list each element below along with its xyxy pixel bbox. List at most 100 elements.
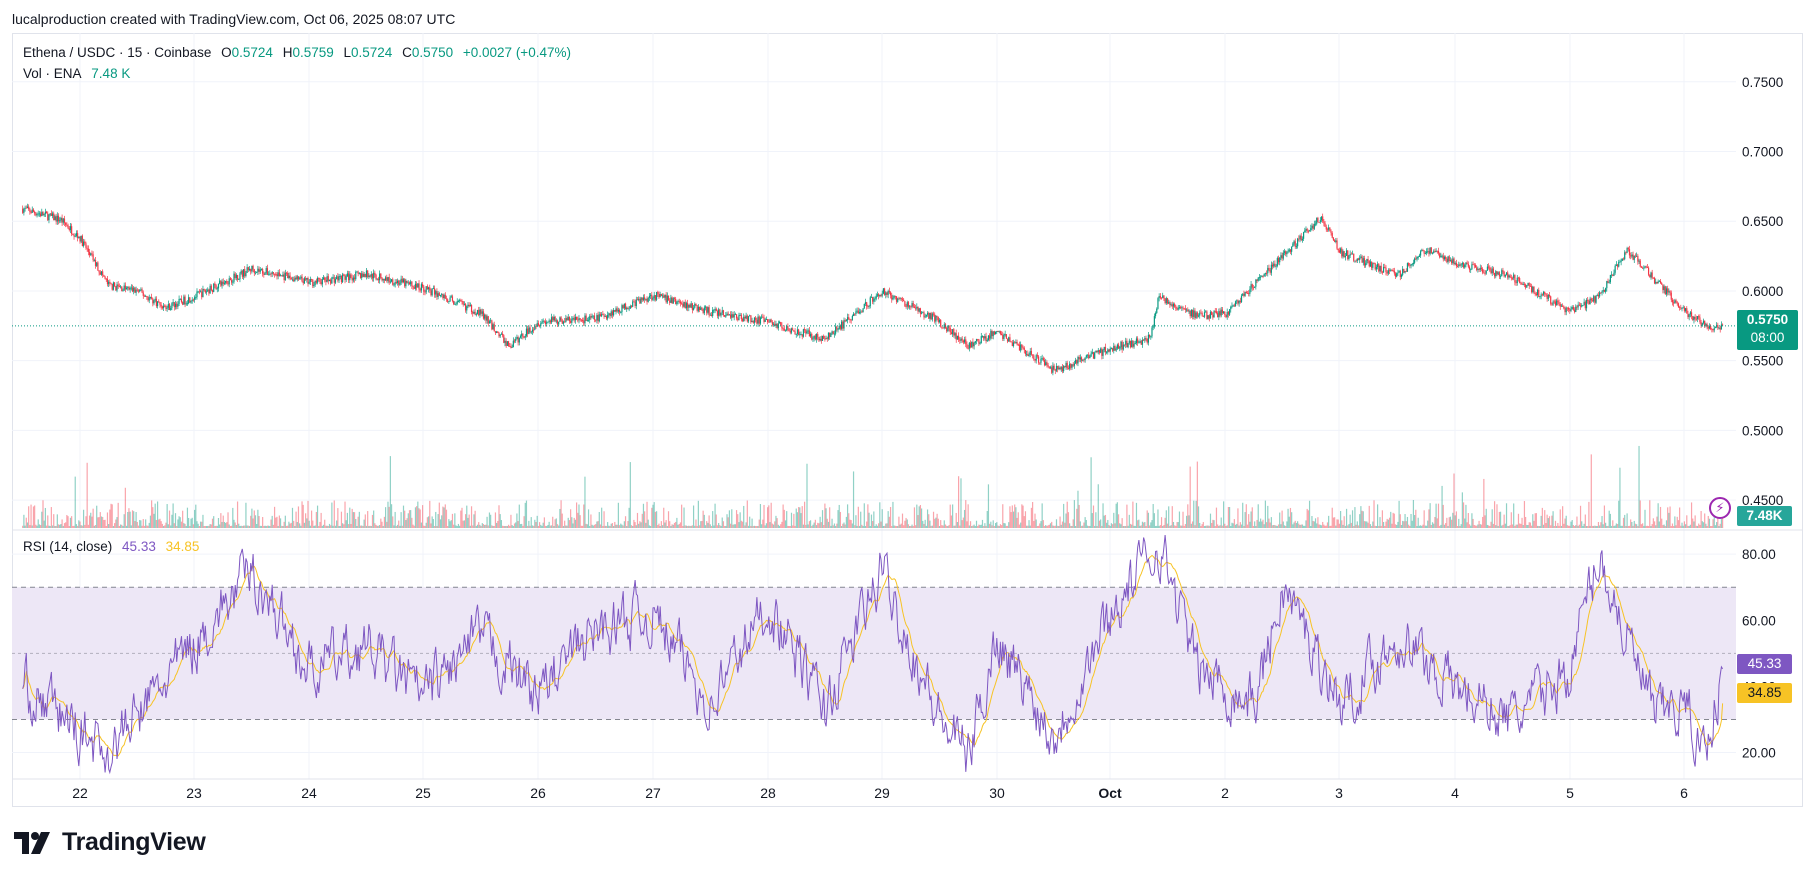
- candle-body: [1220, 309, 1222, 316]
- candle-body: [1499, 276, 1502, 278]
- volume-bar: [318, 525, 320, 528]
- candle-body: [1114, 346, 1116, 351]
- volume-label[interactable]: Vol · ENA: [23, 66, 82, 81]
- volume-bar: [217, 518, 220, 528]
- candle-body: [1319, 220, 1321, 223]
- candle-body: [1004, 334, 1006, 335]
- volume-bar: [1609, 513, 1611, 528]
- candle-body: [136, 289, 138, 291]
- candle-body: [641, 297, 643, 301]
- candle-body: [1276, 258, 1278, 266]
- candle-body: [881, 293, 883, 296]
- volume-bar: [77, 525, 79, 528]
- candle-body: [63, 218, 66, 223]
- candle-body: [1382, 266, 1385, 273]
- volume-bar: [529, 525, 531, 528]
- candle-body: [153, 300, 155, 304]
- volume-bar: [1135, 502, 1138, 528]
- volume-bar: [912, 525, 914, 528]
- volume-bar: [1404, 514, 1406, 528]
- volume-bar: [479, 524, 481, 528]
- rsi-label[interactable]: RSI (14, close): [23, 539, 113, 554]
- volume-bar: [1039, 523, 1041, 528]
- volume-bar: [583, 504, 585, 528]
- candle-body: [660, 293, 662, 297]
- candle-body: [506, 341, 508, 346]
- volume-bar: [1202, 522, 1204, 528]
- tradingview-brand[interactable]: TradingView: [14, 828, 206, 857]
- volume-bar: [866, 521, 868, 528]
- symbol-label[interactable]: Ethena / USDC · 15 · Coinbase: [23, 45, 212, 60]
- candle-body: [382, 278, 384, 281]
- candle-body: [913, 306, 916, 308]
- candle-body: [886, 292, 888, 295]
- candle-body: [899, 297, 901, 299]
- volume-bar: [1084, 517, 1086, 528]
- candle-body: [176, 303, 178, 307]
- candle-body: [1583, 301, 1585, 306]
- candle-body: [1474, 265, 1477, 268]
- candle-body: [1212, 314, 1214, 318]
- volume-bar: [1616, 523, 1619, 528]
- volume-bar: [892, 501, 894, 528]
- volume-bar: [1079, 521, 1081, 528]
- volume-bar: [733, 524, 735, 528]
- volume-bar: [1230, 525, 1232, 528]
- candle-body: [1551, 303, 1553, 305]
- candle-body: [763, 317, 765, 322]
- candle-body: [1441, 255, 1443, 257]
- candle-body: [756, 319, 758, 324]
- candle-body: [374, 272, 376, 275]
- candle-body: [928, 312, 930, 319]
- candle-body: [236, 275, 239, 280]
- volume-bar: [453, 524, 455, 528]
- candle-body: [1466, 262, 1468, 264]
- candle-body: [497, 331, 499, 333]
- candle-body: [1218, 311, 1220, 318]
- candle-body: [1232, 305, 1234, 307]
- candle-body: [1026, 353, 1028, 355]
- candle-body: [184, 296, 186, 305]
- volume-bar: [1624, 514, 1626, 528]
- candle-body: [247, 267, 249, 271]
- lightning-icon[interactable]: ⚡: [1709, 497, 1731, 519]
- volume-bar: [1581, 521, 1583, 528]
- change-value: +0.0027 (+0.47%): [462, 45, 571, 60]
- candle-body: [874, 298, 876, 300]
- candle-body: [1446, 258, 1448, 263]
- volume-bar: [769, 522, 771, 528]
- price-tick-label: 0.4500: [1742, 493, 1783, 508]
- candle-body: [716, 311, 719, 316]
- candle-body: [515, 338, 517, 342]
- candle-body: [875, 295, 877, 299]
- volume-bar: [819, 516, 821, 528]
- volume-bar: [1435, 503, 1437, 528]
- candle-body: [1693, 316, 1695, 321]
- volume-bar: [392, 516, 394, 528]
- volume-bar: [1117, 514, 1120, 528]
- candle-body: [492, 324, 494, 330]
- volume-bar: [553, 525, 555, 528]
- volume-bar: [567, 517, 569, 528]
- candle-body: [827, 332, 830, 339]
- volume-bar: [573, 517, 575, 528]
- candle-body: [324, 277, 326, 281]
- volume-bar: [869, 525, 871, 528]
- volume-bar: [380, 518, 382, 528]
- candle-body: [1508, 275, 1510, 278]
- volume-bar: [971, 525, 973, 528]
- chart-attribution: lucalproduction created with TradingView…: [12, 11, 456, 27]
- candle-body: [137, 290, 140, 292]
- candle-body: [1410, 264, 1412, 266]
- volume-bar: [1236, 523, 1238, 528]
- candle-body: [395, 282, 397, 283]
- volume-bar: [1306, 508, 1308, 528]
- candle-body: [857, 310, 859, 314]
- candle-body: [1630, 255, 1632, 257]
- candle-body: [819, 338, 821, 341]
- volume-bar: [270, 519, 272, 528]
- candle-body: [1521, 283, 1523, 285]
- candle-body: [1373, 263, 1375, 265]
- candle-body: [618, 309, 621, 313]
